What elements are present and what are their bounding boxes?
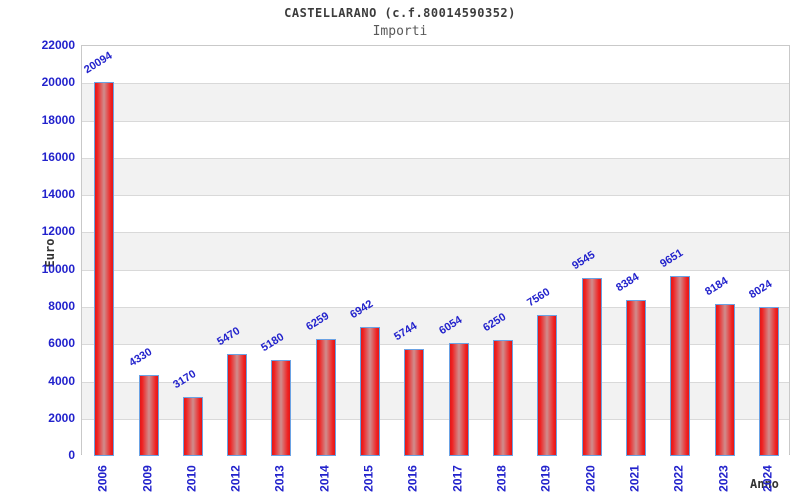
x-tick-label: 2021 (627, 465, 642, 492)
chart-subtitle: Importi (372, 24, 428, 39)
y-tick-label: 0 (68, 448, 75, 462)
gridline (82, 157, 789, 159)
x-tick-label: 2006 (95, 465, 110, 492)
x-tick-label: 2014 (317, 465, 332, 492)
y-tick-label: 14000 (41, 187, 75, 202)
bar-2013 (271, 359, 292, 456)
bar-2021 (625, 299, 646, 456)
x-tick-label: 2009 (140, 465, 154, 492)
bar-2016 (404, 349, 425, 456)
x-axis-title: Anno (750, 477, 779, 491)
y-tick-label: 4000 (48, 373, 75, 388)
plot-band (82, 232, 789, 270)
y-tick-label: 8000 (48, 298, 75, 313)
x-tick-label: 2015 (361, 465, 376, 492)
y-tick-label: 22000 (41, 38, 75, 52)
gridline (82, 232, 789, 234)
y-tick-label: 6000 (48, 336, 75, 351)
gridline (82, 269, 789, 271)
gridline (82, 120, 789, 122)
gridline (82, 306, 789, 308)
gridline (82, 83, 789, 85)
y-tick-label: 10000 (41, 261, 75, 276)
bar-2006 (94, 81, 115, 456)
plot-band (82, 120, 789, 158)
x-tick-label: 2017 (450, 465, 465, 492)
gridline (82, 344, 789, 346)
bar-2020 (581, 278, 602, 456)
y-tick-label: 16000 (41, 149, 75, 164)
gridline (82, 381, 789, 383)
x-tick-label: 2024 (760, 465, 775, 492)
bar-2017 (448, 343, 469, 456)
bar-2014 (315, 339, 336, 456)
bar-2024 (758, 306, 779, 456)
x-tick-label: 2023 (716, 465, 730, 492)
y-tick-label: 18000 (41, 112, 75, 127)
x-tick-label: 2018 (494, 465, 509, 492)
bar-2018 (493, 339, 513, 456)
plot-band (82, 157, 789, 196)
bar-2022 (670, 276, 691, 456)
x-tick-label: 2022 (671, 465, 686, 492)
chart-title: CASTELLARANO (c.f.80014590352) (284, 6, 516, 20)
bar-2009 (138, 375, 159, 456)
x-tick-label: 2016 (405, 465, 420, 492)
x-tick-label: 2012 (228, 465, 243, 492)
bar-2012 (227, 354, 248, 456)
x-tick-label: 2013 (272, 465, 287, 492)
gridline (82, 195, 789, 197)
y-tick-label: 20000 (41, 75, 75, 90)
plot-band (82, 46, 789, 84)
plot-area (81, 45, 790, 456)
bar-2015 (360, 326, 380, 456)
plot-band (82, 83, 789, 121)
x-tick-label: 2020 (583, 465, 598, 492)
y-tick-label: 12000 (41, 224, 75, 239)
plot-band (82, 195, 789, 233)
y-tick-label: 2000 (48, 410, 75, 425)
bar-2023 (714, 303, 735, 456)
x-tick-label: 2010 (184, 465, 199, 492)
x-tick-label: 2019 (538, 465, 553, 492)
bar-2010 (182, 396, 203, 456)
gridline (82, 418, 789, 420)
bar-2019 (537, 315, 558, 456)
